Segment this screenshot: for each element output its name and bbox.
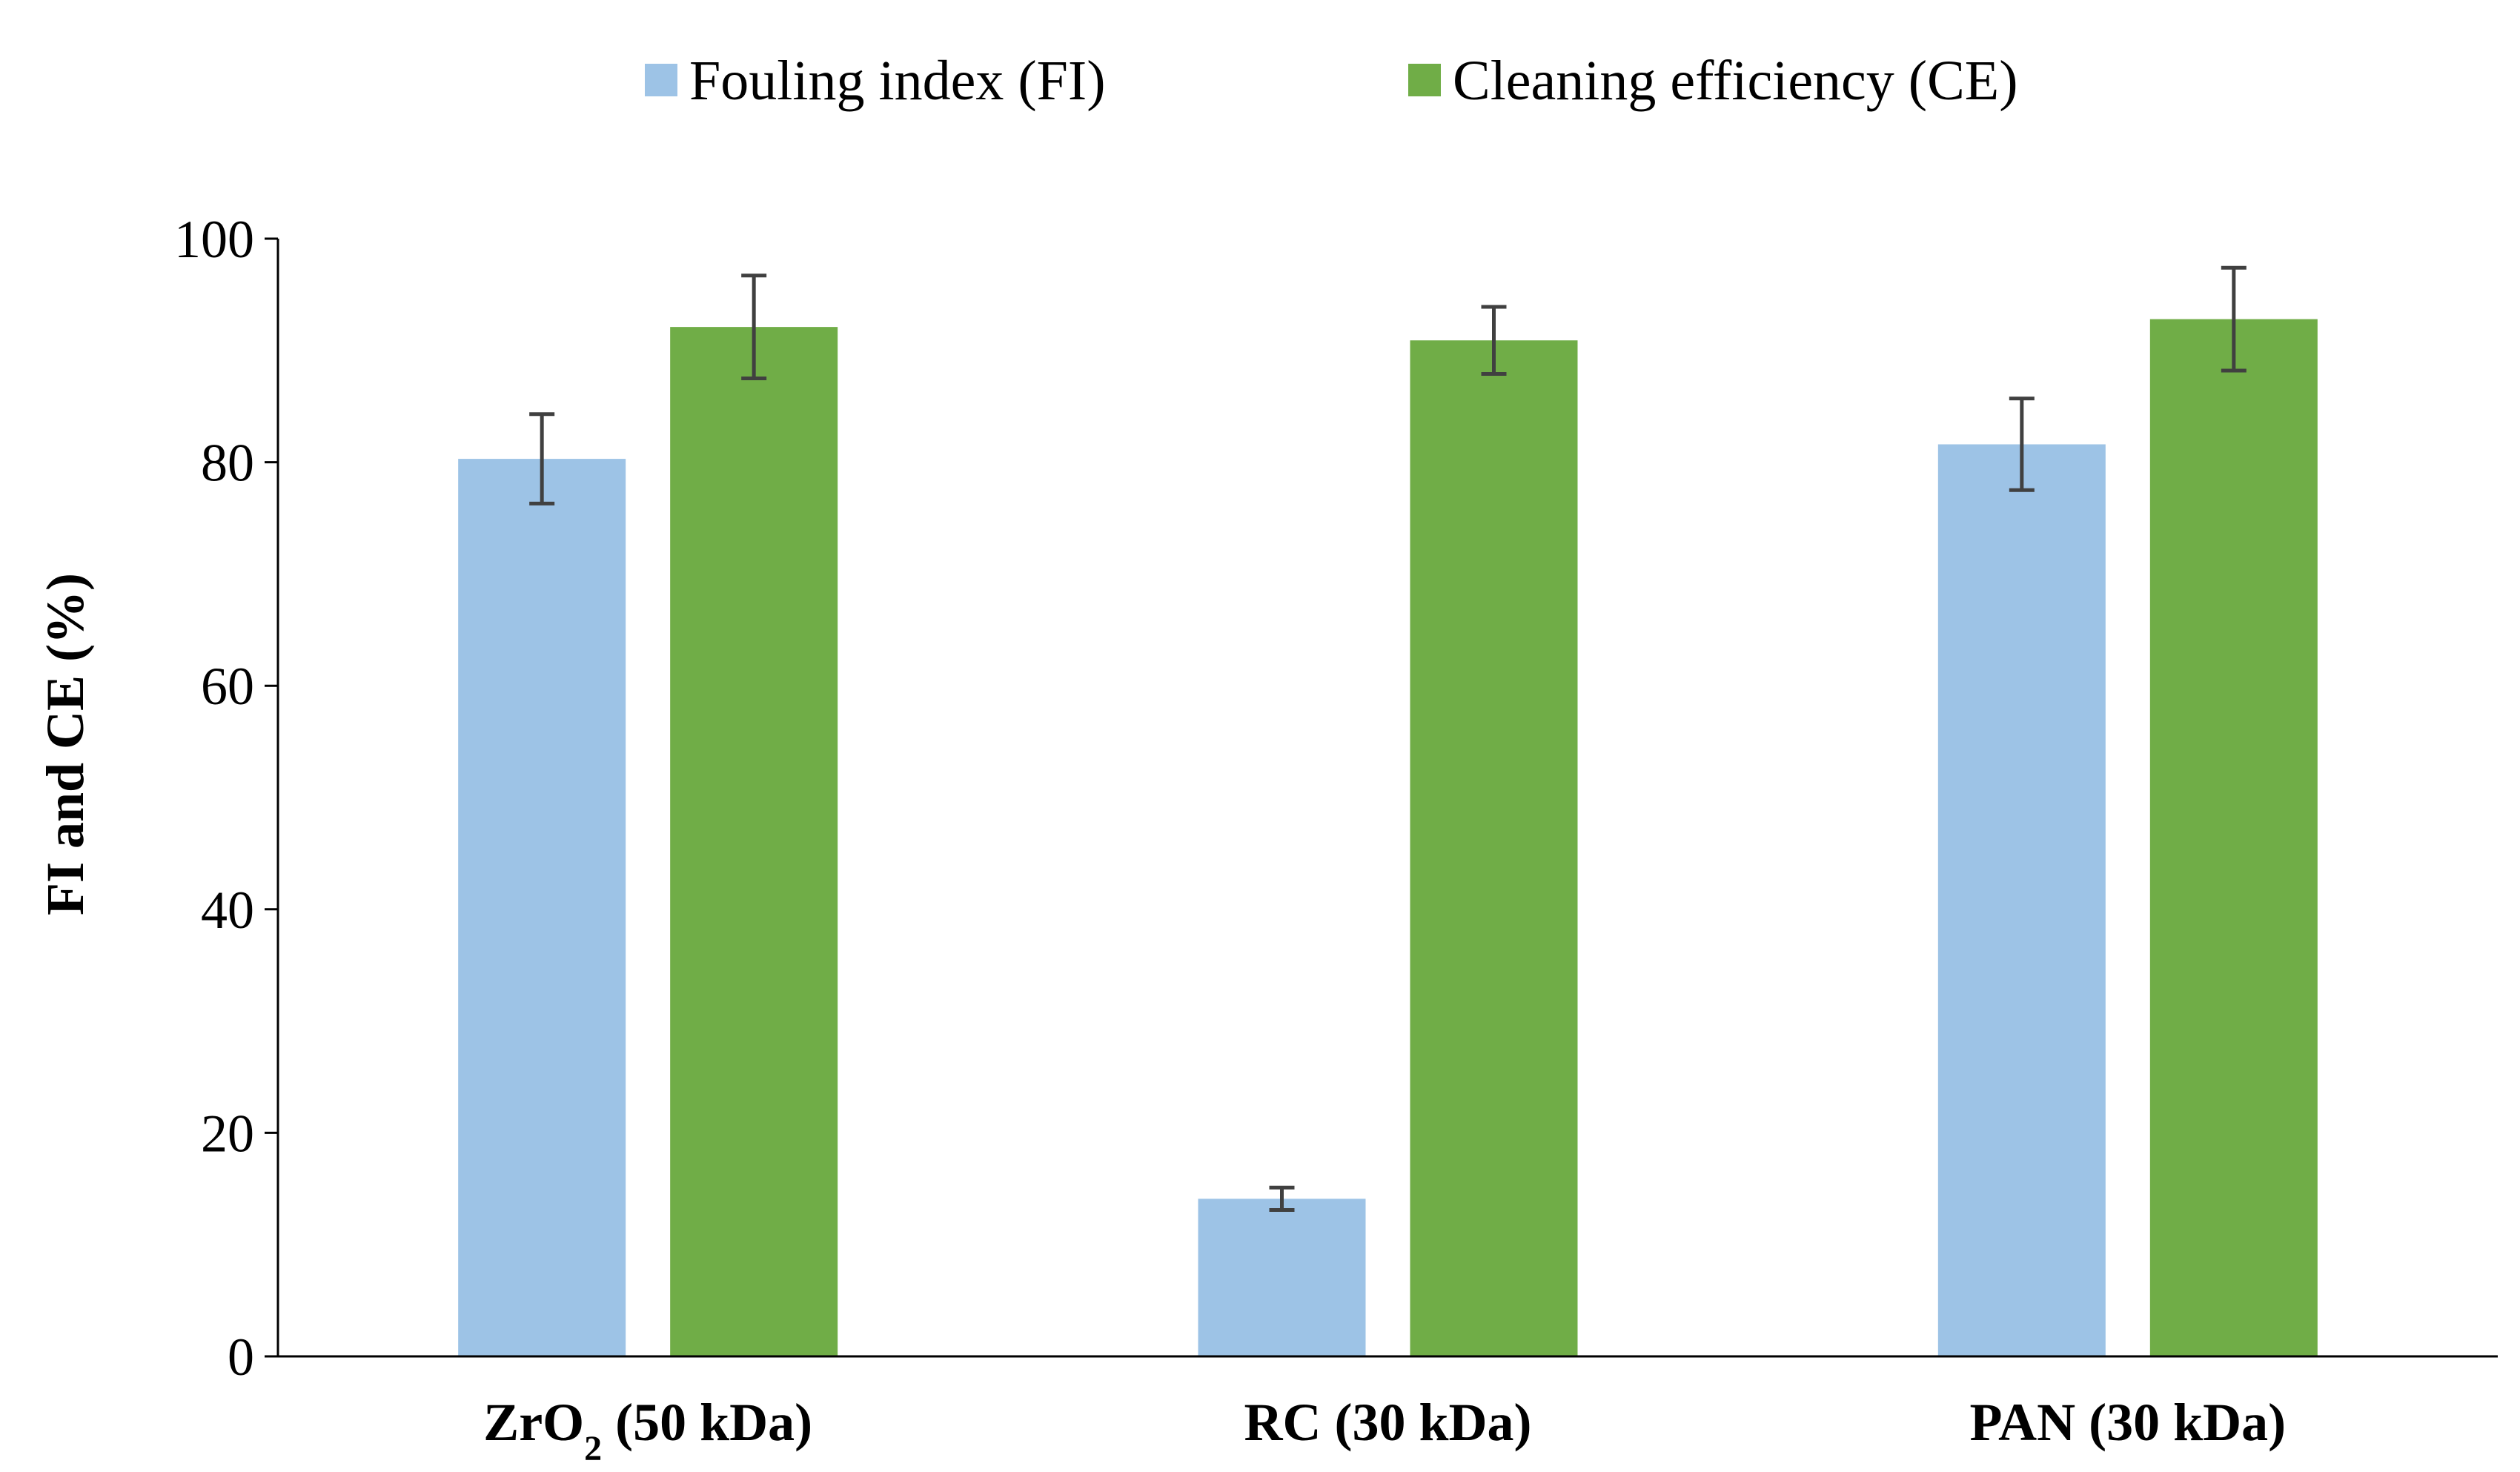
x-category-label-main: PAN (30 kDa) bbox=[1970, 1393, 2287, 1452]
y-tick-label: 100 bbox=[174, 210, 254, 269]
y-axis-title: FI and CE (%) bbox=[36, 573, 95, 915]
y-tick-label: 0 bbox=[228, 1327, 254, 1387]
bar-fi bbox=[1198, 1199, 1366, 1356]
legend-label-fi: Fouling index (FI) bbox=[689, 50, 1106, 112]
x-category-label-rest: (50 kDa) bbox=[602, 1393, 812, 1452]
x-category-label: ZrO2 (50 kDa) bbox=[483, 1393, 812, 1468]
x-category-label: RC (30 kDa) bbox=[1244, 1393, 1532, 1452]
x-category-label-main: ZrO bbox=[483, 1393, 584, 1452]
legend-swatch-ce bbox=[1408, 64, 1441, 96]
x-category-label-subscript: 2 bbox=[584, 1429, 602, 1468]
bar-ce bbox=[1410, 340, 1578, 1356]
bar-fi bbox=[1937, 444, 2106, 1357]
y-tick-label: 20 bbox=[201, 1104, 254, 1163]
y-tick-label: 80 bbox=[201, 434, 254, 493]
y-tick-label: 60 bbox=[201, 657, 254, 716]
bar-fi bbox=[458, 459, 626, 1357]
bars bbox=[458, 319, 2318, 1357]
legend: Fouling index (FI) Cleaning efficiency (C… bbox=[645, 50, 2018, 112]
bar-ce bbox=[670, 327, 838, 1357]
x-category-label: PAN (30 kDa) bbox=[1970, 1393, 2287, 1452]
y-tick-label: 40 bbox=[201, 881, 254, 940]
x-category-label-main: RC (30 kDa) bbox=[1244, 1393, 1532, 1452]
bar-ce bbox=[2149, 319, 2318, 1357]
y-axis: 0 20 40 60 80 100 bbox=[174, 210, 279, 1387]
error-bars bbox=[529, 265, 2247, 1212]
legend-swatch-fi bbox=[645, 64, 677, 96]
x-axis: ZrO2 (50 kDa) RC (30 kDa) PAN (30 kDa) bbox=[278, 1355, 2498, 1468]
legend-label-ce: Cleaning efficiency (CE) bbox=[1453, 50, 2018, 112]
